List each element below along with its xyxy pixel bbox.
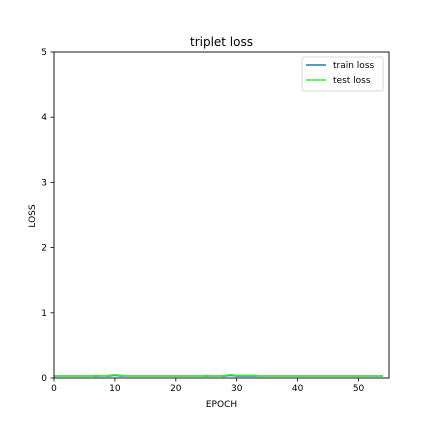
y-tick-label: 2 <box>41 244 47 254</box>
series-line-test-loss <box>54 375 383 376</box>
y-axis-label: LOSS <box>28 204 38 227</box>
x-tick-label: 20 <box>170 384 182 394</box>
y-tick-label: 5 <box>41 48 47 58</box>
x-tick-label: 40 <box>292 384 304 394</box>
legend-label-test-loss: test loss <box>333 76 371 86</box>
y-tick-label: 1 <box>41 309 47 319</box>
y-tick-label: 3 <box>41 178 47 188</box>
x-tick-label: 0 <box>51 384 57 394</box>
series-layer <box>54 375 383 376</box>
legend-label-train-loss: train loss <box>333 61 375 71</box>
chart-title: triplet loss <box>190 35 253 49</box>
plot-area-frame <box>54 52 389 378</box>
x-tick-label: 30 <box>231 384 243 394</box>
x-axis-label: EPOCH <box>206 400 237 410</box>
axis-ticks: 0 10 20 30 40 50 0 1 2 3 4 5 <box>41 48 364 394</box>
x-tick-label: 10 <box>109 384 121 394</box>
legend: train loss test loss <box>302 57 383 91</box>
x-tick-label: 50 <box>353 384 365 394</box>
y-tick-label: 0 <box>41 374 47 384</box>
y-tick-label: 4 <box>41 113 47 123</box>
